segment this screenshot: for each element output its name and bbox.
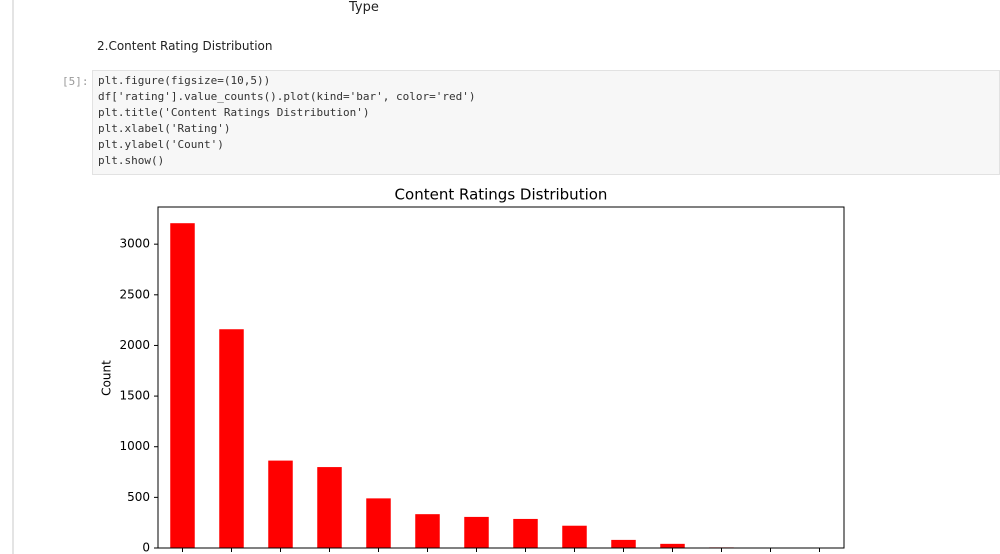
bar [562, 525, 587, 548]
bar [611, 539, 636, 548]
y-tick-label: 2000 [119, 338, 150, 352]
bar [660, 543, 685, 548]
notebook-margin [12, 0, 14, 554]
y-tick-label: 0 [142, 541, 150, 554]
axes-frame [157, 206, 845, 549]
code-line: plt.title('Content Ratings Distribution'… [98, 106, 370, 119]
y-tick-label: 2500 [119, 287, 150, 301]
code-line: df['rating'].value_counts().plot(kind='b… [98, 90, 476, 103]
code-line: plt.xlabel('Rating') [98, 122, 231, 135]
bar [268, 460, 293, 548]
code-line: plt.ylabel('Count') [98, 138, 224, 151]
bar [464, 516, 489, 548]
cell-prompt: [5]: [62, 75, 89, 88]
y-tick-label: 3000 [119, 237, 150, 251]
bar [366, 498, 391, 548]
code-cell[interactable] [92, 70, 1000, 175]
y-tick-label: 1500 [119, 389, 150, 403]
bar [219, 329, 244, 548]
bar [513, 518, 538, 548]
markdown-cell[interactable]: 2.Content Rating Distribution [97, 39, 273, 53]
bar [415, 514, 440, 548]
chart-title: Content Ratings Distribution [395, 186, 608, 204]
y-tick-label: 1000 [119, 439, 150, 453]
previous-axis-label: Type [349, 0, 379, 15]
bar [317, 467, 342, 548]
bar [170, 223, 195, 548]
y-tick-label: 500 [127, 490, 150, 504]
y-axis-label: Count [100, 360, 114, 396]
code-line: plt.show() [98, 154, 165, 167]
code-line: plt.figure(figsize=(10,5)) [98, 74, 271, 87]
